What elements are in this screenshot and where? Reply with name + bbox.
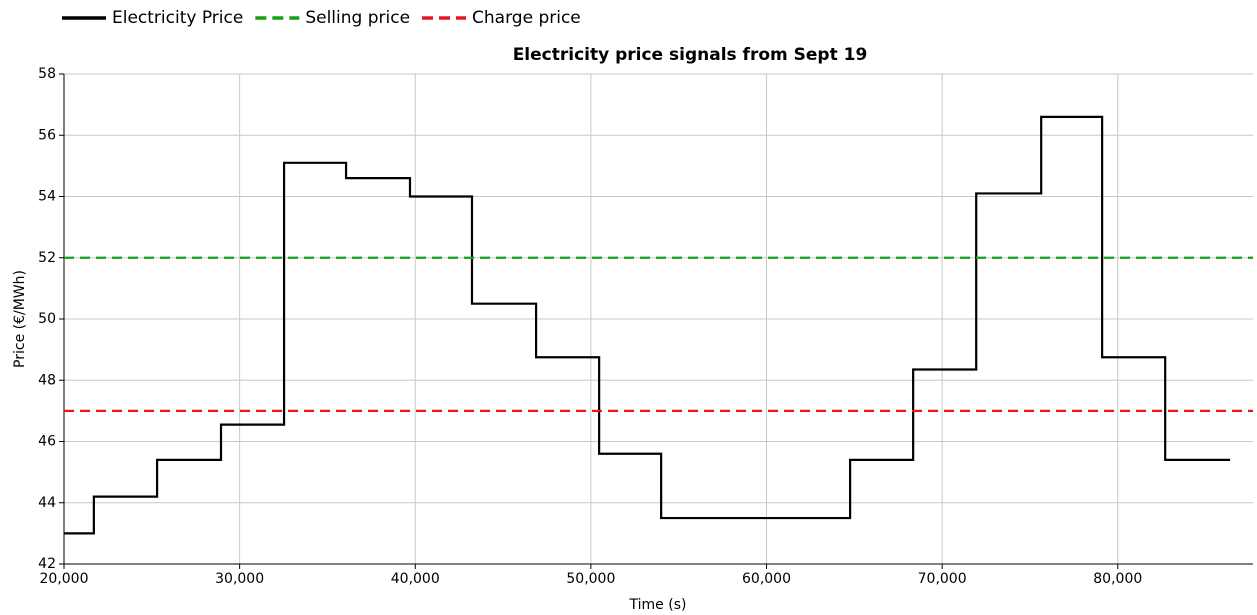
legend-label: Electricity Price — [112, 8, 243, 28]
y-tick-label: 56 — [38, 127, 56, 143]
chart-title: Electricity price signals from Sept 19 — [513, 45, 868, 65]
y-tick-label: 58 — [38, 66, 56, 82]
y-tick-label: 46 — [38, 434, 56, 450]
x-tick-label: 80,000 — [1093, 571, 1142, 587]
x-tick-label: 40,000 — [391, 571, 440, 587]
y-tick-label: 48 — [38, 372, 56, 388]
x-tick-label: 70,000 — [918, 571, 967, 587]
series-line — [64, 115, 1231, 535]
y-tick-label: 54 — [38, 189, 56, 205]
x-tick-label: 50,000 — [566, 571, 615, 587]
x-axis-label: Time (s) — [629, 597, 687, 613]
y-tick-label: 52 — [38, 250, 56, 266]
x-tick-label: 30,000 — [215, 571, 264, 587]
legend-label: Selling price — [305, 8, 410, 28]
x-tick-label: 60,000 — [742, 571, 791, 587]
y-tick-label: 44 — [38, 495, 56, 511]
y-axis-label: Price (€/MWh) — [12, 270, 28, 368]
y-tick-label: 42 — [38, 556, 56, 572]
x-tick-label: 20,000 — [40, 571, 89, 587]
legend-label: Charge price — [472, 8, 581, 28]
y-tick-label: 50 — [38, 311, 56, 327]
